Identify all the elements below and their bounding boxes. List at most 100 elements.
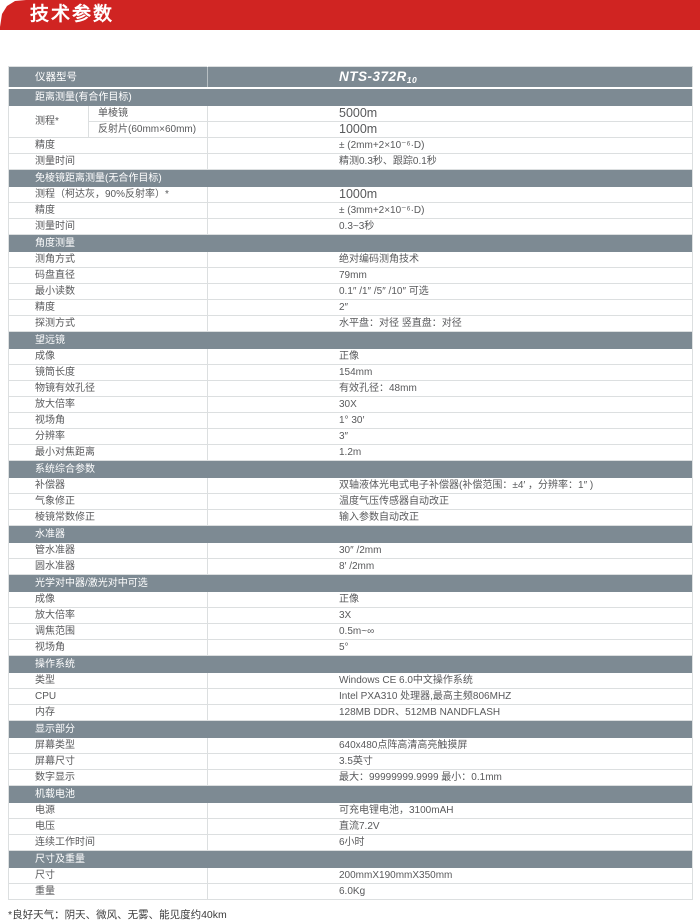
- row-label: 棱镜常数修正: [8, 509, 208, 526]
- row-label: 电压: [8, 818, 208, 835]
- spec-row: 放大倍率 3X: [8, 607, 693, 624]
- spec-row: 精度 ± (2mm+2×10⁻⁶·D): [8, 137, 693, 154]
- model-number-text: NTS-372R: [339, 69, 407, 85]
- spec-row: 类型 Windows CE 6.0中文操作系统: [8, 672, 693, 689]
- section-title: 光学对中器/激光对中可选: [8, 574, 693, 592]
- row-value: 154mm: [207, 364, 693, 381]
- row-label: 最小对焦距离: [8, 444, 208, 461]
- row-label: 重量: [8, 883, 208, 900]
- spec-row: 成像 正像: [8, 591, 693, 608]
- spec-section-row: 操作系统: [8, 655, 693, 673]
- spec-row: 视场角 1° 30′: [8, 412, 693, 429]
- row-label: 码盘直径: [8, 267, 208, 284]
- spec-section-row: 光学对中器/激光对中可选: [8, 574, 693, 592]
- model-header-row: 仪器型号 NTS-372R10: [8, 66, 693, 89]
- spec-row: 气象修正 温度气压传感器自动改正: [8, 493, 693, 510]
- spec-row: 放大倍率 30X: [8, 396, 693, 413]
- row-value: 温度气压传感器自动改正: [207, 493, 693, 510]
- page-title: 技术参数: [30, 4, 115, 25]
- row-value: 5°: [207, 639, 693, 656]
- row-value: 128MB DDR、512MB NANDFLASH: [207, 704, 693, 721]
- section-title: 角度测量: [8, 234, 693, 252]
- row-value: 3″: [207, 428, 693, 445]
- row-value: 最大：99999999.9999 最小：0.1mm: [207, 769, 693, 786]
- row-value: 0.3~3秒: [207, 218, 693, 235]
- spec-section-row: 望远镜: [8, 331, 693, 349]
- row-value: 200mmX190mmX350mm: [207, 867, 693, 884]
- section-title: 距离测量(有合作目标): [8, 87, 693, 106]
- spec-row: 分辨率 3″: [8, 428, 693, 445]
- row-label: 内存: [8, 704, 208, 721]
- row-value: 直流7.2V: [207, 818, 693, 835]
- spec-row: 精度 2″: [8, 299, 693, 316]
- row-label: 物镜有效孔径: [8, 380, 208, 397]
- spec-row: 棱镜常数修正 输入参数自动改正: [8, 509, 693, 526]
- spec-row: 测程* 单棱镜 5000m: [8, 105, 693, 138]
- model-number: NTS-372R10: [207, 66, 693, 89]
- row-value: 2″: [207, 299, 693, 316]
- spec-row: 管水准器 30″ /2mm: [8, 542, 693, 559]
- row-value: ± (2mm+2×10⁻⁶·D): [207, 137, 693, 154]
- spec-row: 尺寸 200mmX190mmX350mm: [8, 867, 693, 884]
- row-value: Intel PXA310 处理器,最高主频806MHZ: [207, 688, 693, 705]
- row-value: 0.1″ /1″ /5″ /10″ 可选: [207, 283, 693, 300]
- spec-section-row: 免棱镜距离测量(无合作目标): [8, 169, 693, 187]
- spec-row: 物镜有效孔径 有效孔径：48mm: [8, 380, 693, 397]
- spec-row: 数字显示 最大：99999999.9999 最小：0.1mm: [8, 769, 693, 786]
- spec-section-row: 水准器: [8, 525, 693, 543]
- row-value: 640x480点阵高清高亮触摸屏: [207, 737, 693, 754]
- spec-row: 连续工作时间 6小时: [8, 834, 693, 851]
- row-value: 双轴液体光电式电子补偿器(补偿范围：±4′ ，分辨率：1″ ): [207, 477, 693, 494]
- row-label: 精度: [8, 202, 208, 219]
- row-value: 6.0Kg: [207, 883, 693, 900]
- row-label: 连续工作时间: [8, 834, 208, 851]
- row-label: 放大倍率: [8, 396, 208, 413]
- row-label: 尺寸: [8, 867, 208, 884]
- row-value: 6小时: [207, 834, 693, 851]
- spec-row: 重量 6.0Kg: [8, 883, 693, 900]
- row-value: 水平盘：对径 竖直盘：对径: [207, 315, 693, 332]
- spec-section-row: 尺寸及重量: [8, 850, 693, 868]
- row-value: 1° 30′: [207, 412, 693, 429]
- section-title: 操作系统: [8, 655, 693, 673]
- spec-row: 反射片(60mm×60mm) 1000m: [9, 121, 693, 138]
- row-label: 屏幕尺寸: [8, 753, 208, 770]
- row-label: 补偿器: [8, 477, 208, 494]
- row-value: 正像: [207, 591, 693, 608]
- row-value: 精测0.3秒、跟踪0.1秒: [207, 153, 693, 170]
- row-label: 数字显示: [8, 769, 208, 786]
- row-label: 镜筒长度: [8, 364, 208, 381]
- row-label: 调焦范围: [8, 623, 208, 640]
- spec-section-row: 距离测量(有合作目标): [8, 87, 693, 106]
- spec-row: 补偿器 双轴液体光电式电子补偿器(补偿范围：±4′ ，分辨率：1″ ): [8, 477, 693, 494]
- row-value: 1.2m: [207, 444, 693, 461]
- row-label: 成像: [8, 591, 208, 608]
- row-value: 正像: [207, 348, 693, 365]
- row-label: 测程（柯达灰，90%反射率）*: [8, 186, 208, 203]
- row-label: 气象修正: [8, 493, 208, 510]
- row-value: 1000m: [207, 121, 693, 138]
- model-header-label: 仪器型号: [8, 66, 208, 89]
- row-sublabel: 单棱镜: [88, 105, 208, 122]
- model-number-sub: 10: [406, 75, 418, 86]
- row-label: 分辨率: [8, 428, 208, 445]
- row-label: 探测方式: [8, 315, 208, 332]
- spec-row: 内存 128MB DDR、512MB NANDFLASH: [8, 704, 693, 721]
- section-title: 水准器: [8, 525, 693, 543]
- row-value: 输入参数自动改正: [207, 509, 693, 526]
- spec-row: 测量时间 精测0.3秒、跟踪0.1秒: [8, 153, 693, 170]
- row-label: 精度: [8, 299, 208, 316]
- row-value: 3X: [207, 607, 693, 624]
- section-title: 免棱镜距离测量(无合作目标): [8, 169, 693, 187]
- spec-table: 仪器型号 NTS-372R10 距离测量(有合作目标) 测程* 单棱镜 5000m 反射…: [8, 66, 693, 900]
- spec-table-body: 仪器型号 NTS-372R10 距离测量(有合作目标) 测程* 单棱镜 5000m 反射…: [8, 66, 693, 900]
- row-value: 30X: [207, 396, 693, 413]
- row-label: 放大倍率: [8, 607, 208, 624]
- spec-row: 调焦范围 0.5m~∞: [8, 623, 693, 640]
- row-value: 30″ /2mm: [207, 542, 693, 559]
- row-value: 绝对编码测角技术: [207, 251, 693, 268]
- row-value: 有效孔径：48mm: [207, 380, 693, 397]
- row-label: 成像: [8, 348, 208, 365]
- spec-section-row: 系统综合参数: [8, 460, 693, 478]
- section-title: 机载电池: [8, 785, 693, 803]
